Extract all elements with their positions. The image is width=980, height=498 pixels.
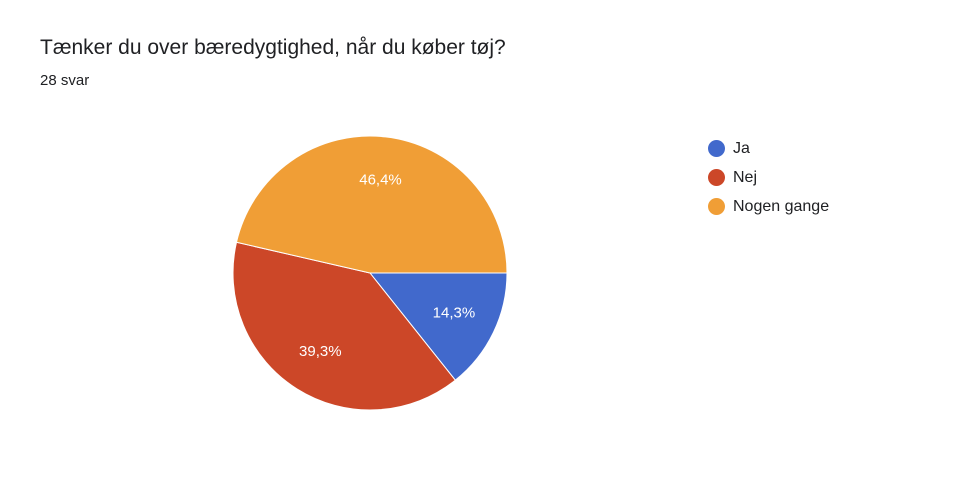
- slice-label-nogen-gange: 46,4%: [359, 171, 402, 188]
- legend-item-nej[interactable]: Nej: [708, 163, 829, 192]
- legend-swatch-nej: [708, 169, 725, 186]
- legend-label-nej: Nej: [733, 168, 758, 186]
- legend-swatch-ja: [708, 140, 725, 157]
- slice-label-ja: 14,3%: [433, 304, 476, 321]
- legend-swatch-nogen-gange: [708, 198, 725, 215]
- pie-slice-nej[interactable]: [232, 241, 457, 411]
- pie-slice-nogen-gange[interactable]: [235, 135, 508, 274]
- chart-title: Tænker du over bæredygtighed, når du køb…: [40, 36, 506, 59]
- legend-label-nogen-gange: Nogen gange: [733, 197, 830, 215]
- legend-label-ja: Ja: [733, 139, 750, 157]
- legend-item-nogen-gange[interactable]: Nogen gange: [708, 192, 829, 221]
- chart-legend: Ja Nej Nogen gange: [708, 134, 829, 221]
- pie-slice-ja[interactable]: [368, 272, 508, 381]
- response-count: 28 svar: [40, 72, 90, 89]
- legend-item-ja[interactable]: Ja: [708, 134, 829, 163]
- slice-label-nej: 39,3%: [299, 343, 342, 360]
